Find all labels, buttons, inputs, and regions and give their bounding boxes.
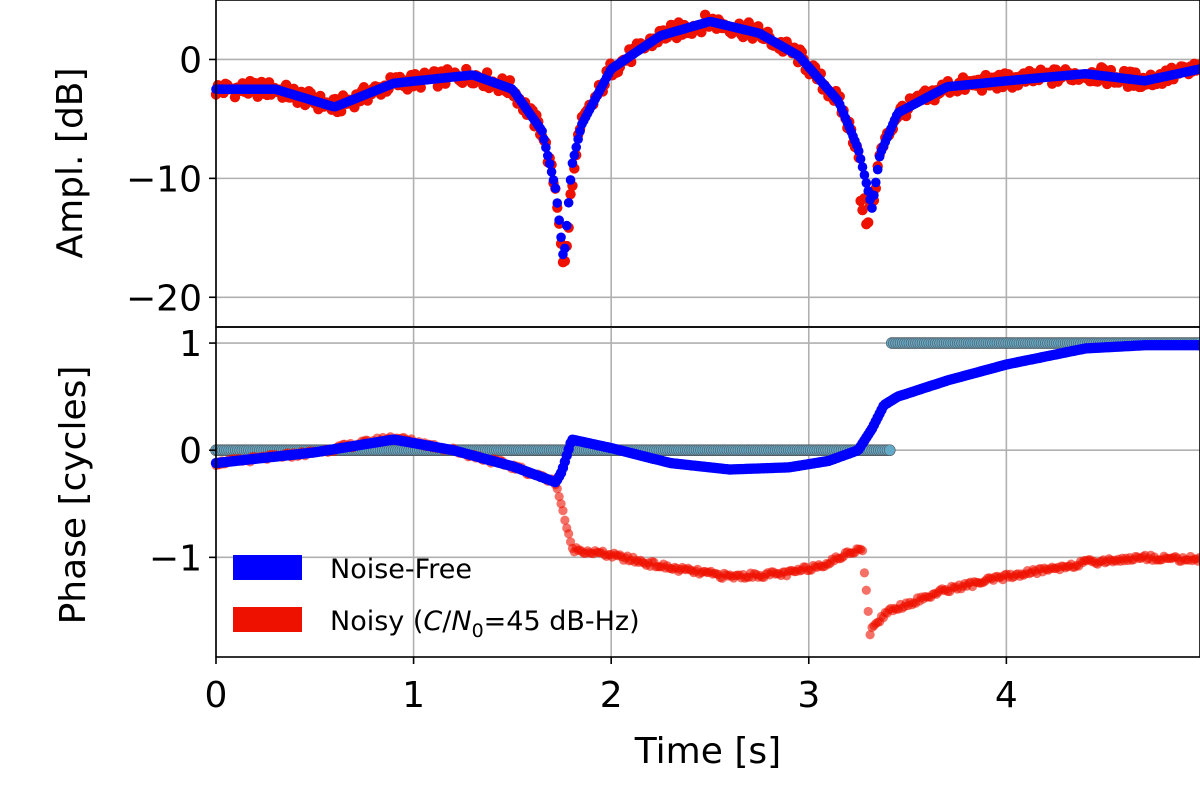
legend-noisy-prefix: Noisy ( [330,606,423,637]
noise-free-amplitude-point [853,146,864,156]
phase-y-tick-label: 0 [179,431,202,472]
phase-y-tick-label: 1 [179,324,202,365]
noise-free-amplitude-point [859,170,870,180]
noisy-phase-point [865,630,875,640]
noise-free-amplitude-point [548,175,559,185]
reference-phase-point [883,444,896,457]
noise-free-amplitude-point [870,177,881,188]
amplitude-y-tick-label: 0 [179,40,202,81]
noise-free-amplitude-point [861,178,872,188]
noisy-amplitude-point [857,204,868,216]
amplitude-axes-frame [215,0,1200,328]
noise-free-amplitude-point [544,158,555,169]
noise-free-amplitude-point [573,134,583,145]
noisy-amplitude-point [743,17,754,28]
noise-free-amplitude-point [869,190,879,201]
noise-free-phase-point [1194,340,1200,351]
noisy-phase-point [859,568,870,578]
phase-y-tick-label: −1 [149,538,202,579]
noise-free-amplitude-point [571,142,582,153]
legend-swatch-noisy [233,607,302,632]
legend-noisy-c: C [423,606,442,637]
noise-free-amplitude-point [1195,64,1200,74]
noise-free-amplitude-point [554,215,564,225]
noise-free-amplitude-point [552,198,563,208]
phase-panel: 1 0 −1 0 1 2 3 4 Phase [cycles] Time [s] Noise… [53,324,1200,772]
legend-noisy-sub: 0 [472,620,484,642]
noisy-phase-point [560,515,570,525]
noisy-amplitude-point [863,217,874,228]
noisy-phase-point [861,585,871,595]
legend-noisy-suffix: =45 dB-Hz) [484,606,640,637]
x-tick-label: 4 [995,675,1018,716]
noise-free-amplitude-point [561,220,572,231]
amplitude-y-label: Ampl. [dB] [50,67,91,258]
noise-free-amplitude-point [567,158,578,169]
noisy-phase-point [554,491,564,502]
noisy-phase-point [1195,552,1200,562]
legend-swatch-noise-free [233,555,302,580]
noise-free-amplitude-point [855,154,866,164]
amplitude-y-tick-label: −20 [126,278,202,319]
noise-free-amplitude-point [546,167,557,177]
noisy-phase-point [558,506,568,516]
x-tick-label: 1 [402,675,425,716]
noise-free-amplitude-point [537,126,547,136]
noise-free-amplitude-point [556,232,566,243]
noise-free-amplitude-point [550,183,561,193]
legend-label-noisy: Noisy (C/N0=45 dB-Hz) [330,606,640,642]
noise-free-amplitude-point [569,150,580,161]
noisy-phase-point [863,606,873,617]
noise-free-amplitude-point [542,150,553,161]
phase-axes-frame [215,326,1200,658]
legend-label-noise-free: Noise-Free [330,554,472,585]
noise-free-amplitude-point [560,243,570,254]
x-tick-label: 2 [600,675,623,716]
noise-free-amplitude-point [857,162,868,172]
phase-y-label: Phase [cycles] [53,366,94,625]
noisy-phase-point [564,529,574,539]
legend-noisy-slash: / [442,606,452,637]
legend: Noise-Free Noisy (C/N0=45 dB-Hz) [233,554,640,642]
noise-free-amplitude-point [867,203,877,213]
noise-free-amplitude-point [565,175,576,185]
amplitude-panel: 0 −10 −20 Ampl. [dB] [50,0,1200,328]
legend-noisy-n: N [451,606,471,637]
noisy-amplitude-point [565,188,576,200]
noisy-phase-point [857,546,868,556]
x-axis-label: Time [s] [634,731,781,772]
x-tick-label: 3 [797,675,820,716]
noise-free-amplitude-point [539,134,549,145]
amplitude-y-tick-label: −10 [126,159,202,200]
noise-free-amplitude-point [563,197,574,208]
x-tick-label: 0 [205,675,228,716]
noise-free-amplitude-point [872,164,883,175]
noise-free-amplitude-point [541,142,551,153]
